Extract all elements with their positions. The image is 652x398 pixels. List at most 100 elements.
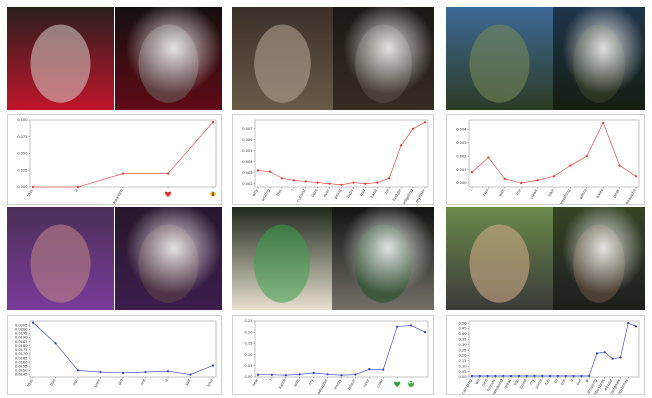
data-point	[603, 351, 606, 354]
data-point	[166, 172, 170, 175]
x-tick-label: beach	[346, 377, 356, 390]
data-point	[611, 357, 614, 360]
y-tick-label: 0.35	[458, 338, 466, 342]
panel-5-photo	[232, 207, 332, 310]
data-point	[470, 171, 474, 174]
x-tick-label: sad	[184, 377, 192, 386]
y-tick-label: 0.05	[458, 370, 466, 374]
x-tick-label: i	[290, 188, 295, 191]
photo-subject	[30, 224, 91, 303]
y-tick-label: 0.15	[244, 342, 252, 346]
photo-subject	[469, 224, 530, 303]
data-point	[121, 371, 125, 374]
y-tick-label: 0.10	[244, 353, 253, 357]
y-tick-label: 0.004	[456, 128, 467, 132]
x-tick-label: he	[383, 187, 390, 194]
y-tick-label: 0.000	[17, 185, 28, 189]
y-tick-label: 0.50	[458, 321, 467, 325]
x-tick-label: with	[292, 377, 301, 387]
panel-6-chart: 0.00 0.05 0.10 0.15 0.20 0.25 0.30 0.35 0.40 0.45…	[446, 315, 645, 395]
data-point	[298, 373, 301, 376]
panel-5-chart: 0.00 0.05 0.10 0.15 0.20 0.25 new i kandi with my a…	[232, 315, 434, 395]
x-tick-label: why	[251, 187, 260, 197]
y-tick-label: 0.0180	[15, 344, 28, 348]
x-tick-label: love	[206, 377, 215, 387]
series-line	[33, 121, 214, 188]
data-point	[520, 181, 523, 185]
panel-5-attention-map	[332, 207, 434, 310]
y-tick-label: 0.000	[456, 181, 467, 185]
x-tick-label: hedgie	[391, 187, 402, 201]
x-tick-label: color	[375, 378, 384, 389]
data-point	[423, 121, 427, 124]
data-point	[585, 155, 588, 158]
x-tick-label: camping	[460, 377, 473, 394]
x-tick-label: lovely	[332, 377, 342, 390]
data-point	[400, 144, 403, 147]
data-point	[486, 374, 489, 378]
x-tick-label: with	[497, 187, 506, 197]
x-tick-label: it	[569, 378, 575, 383]
data-point	[354, 373, 357, 376]
panel-1-attention-map	[115, 7, 222, 110]
series-line	[472, 322, 637, 377]
series-line	[257, 121, 426, 186]
data-point	[509, 374, 513, 378]
data-point	[634, 175, 638, 178]
x-tick-label: baby	[345, 187, 354, 198]
x-tick-label: hedgehog	[400, 187, 414, 204]
data-point	[280, 177, 283, 180]
plot-frame	[29, 119, 217, 188]
data-point	[502, 374, 505, 378]
x-tick-label: to	[553, 377, 560, 383]
panel-3-photo	[446, 7, 553, 110]
green-heart-icon	[394, 381, 401, 387]
x-tick-label: little	[310, 187, 319, 197]
photo-subject	[30, 24, 91, 103]
x-tick-label: fdas	[26, 378, 34, 387]
data-point	[396, 325, 399, 328]
data-point	[552, 175, 556, 178]
data-point	[423, 331, 427, 334]
y-tick-label: 0.002	[242, 182, 252, 186]
y-tick-label: 0.0175	[15, 348, 28, 352]
y-tick-label: 0.0145	[15, 373, 28, 377]
x-tick-label: new	[251, 378, 259, 387]
line-chart: 0.000.05 0.100.150.20 0.250.300.35 0.400.45…	[458, 320, 640, 394]
data-point	[54, 342, 57, 345]
panel-5: 0.00 0.05 0.10 0.15 0.20 0.25 new i kandi with my a…	[232, 207, 434, 395]
x-tick-label: the	[559, 377, 567, 385]
data-point	[388, 177, 391, 180]
x-tick-label: views	[529, 188, 539, 200]
x-tick-label: adorable	[316, 377, 329, 394]
y-tick-label: 0.050	[17, 152, 28, 156]
data-point	[478, 374, 481, 378]
data-point	[352, 181, 355, 184]
data-point	[340, 374, 343, 377]
x-tick-label: two	[481, 187, 489, 196]
data-point	[525, 374, 528, 378]
x-tick-label: habit	[369, 188, 378, 199]
x-tick-label: cuteest	[295, 188, 307, 203]
data-point	[31, 185, 35, 189]
x-tick-label: writing	[260, 187, 271, 201]
y-tick-label: 0.025	[17, 168, 27, 172]
photo-subject	[469, 24, 530, 103]
y-tick-label: 0.0170	[15, 352, 28, 356]
x-tick-label: boo	[49, 377, 57, 386]
x-tick-label: it	[163, 378, 169, 383]
data-point	[368, 368, 371, 371]
data-point	[256, 373, 260, 376]
data-point	[211, 120, 215, 124]
x-tick-label: i	[268, 378, 273, 381]
y-tick-label: 0.25	[244, 319, 252, 323]
y-tick-label: 0.00	[244, 375, 253, 379]
x-tick-label: adore	[578, 187, 588, 199]
plot-frame	[29, 320, 217, 378]
data-point	[595, 352, 599, 355]
y-tick-label: 0.004	[242, 160, 253, 164]
data-point	[121, 172, 125, 175]
x-tick-label: friends	[485, 378, 496, 392]
y-tick-label: 0.0165	[15, 356, 28, 360]
data-point	[76, 185, 80, 189]
